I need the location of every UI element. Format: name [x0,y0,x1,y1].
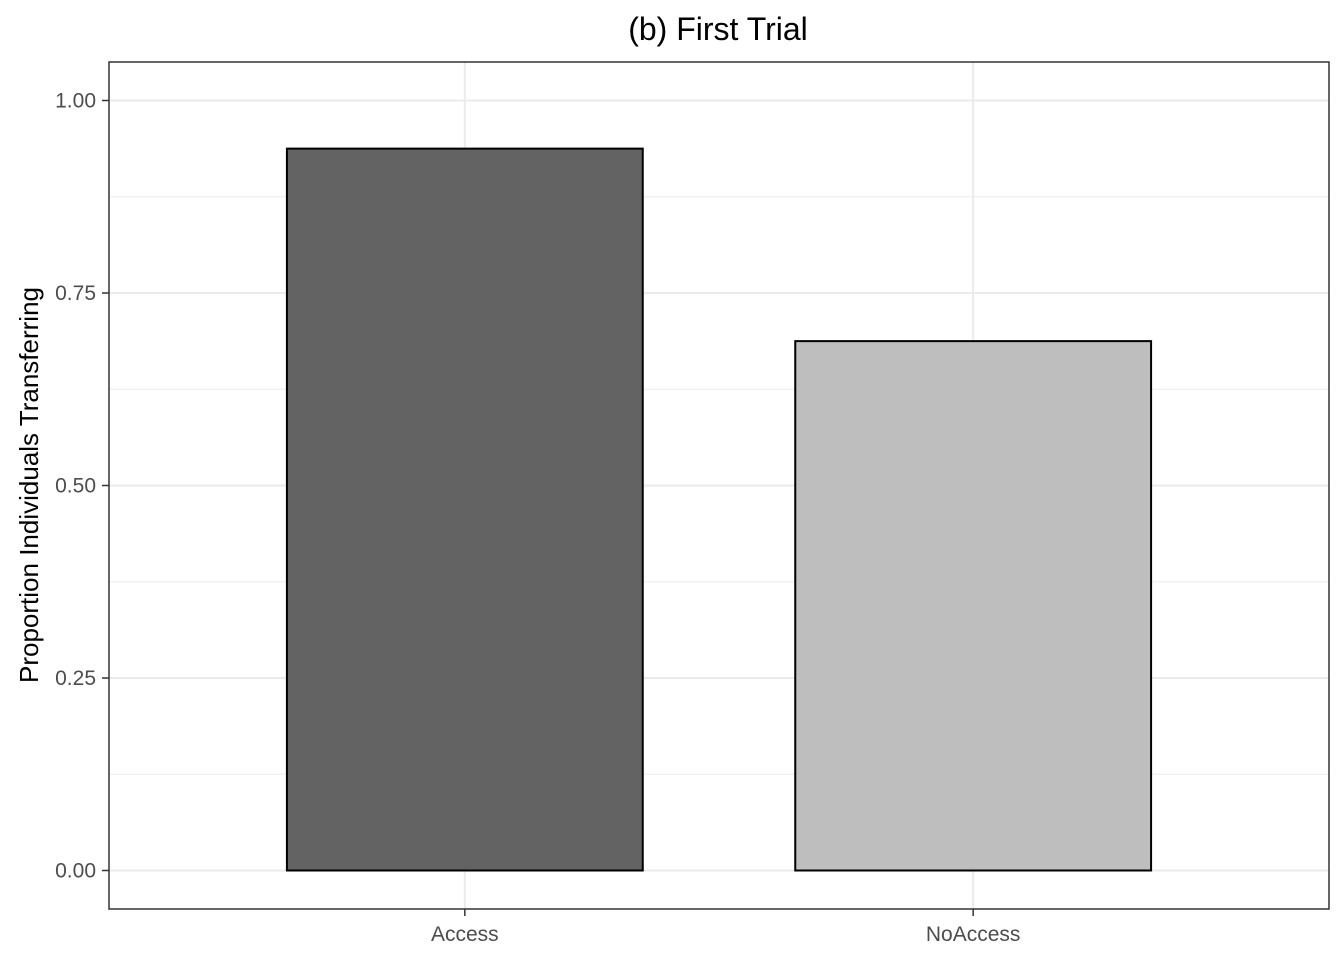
x-axis-ticks: Access NoAccess [431,909,1020,946]
y-axis-title: Proportion Individuals Transferring [14,287,44,683]
y-tick-label: 0.50 [55,475,96,498]
panel-border [108,61,1330,910]
y-tick-label: 0.75 [55,282,96,305]
x-tick-label: Access [431,923,499,946]
y-tick-label: 0.00 [55,860,96,883]
bars [285,147,1153,872]
bar-noaccess [794,340,1153,872]
y-tick-label: 0.25 [55,667,96,690]
y-tick-label: 1.00 [55,90,96,113]
bar-access [285,147,644,872]
y-axis-ticks: 0.00 0.25 0.50 0.75 1.00 [55,90,109,883]
chart-title: (b) First Trial [628,11,808,47]
x-tick-label: NoAccess [926,923,1021,946]
